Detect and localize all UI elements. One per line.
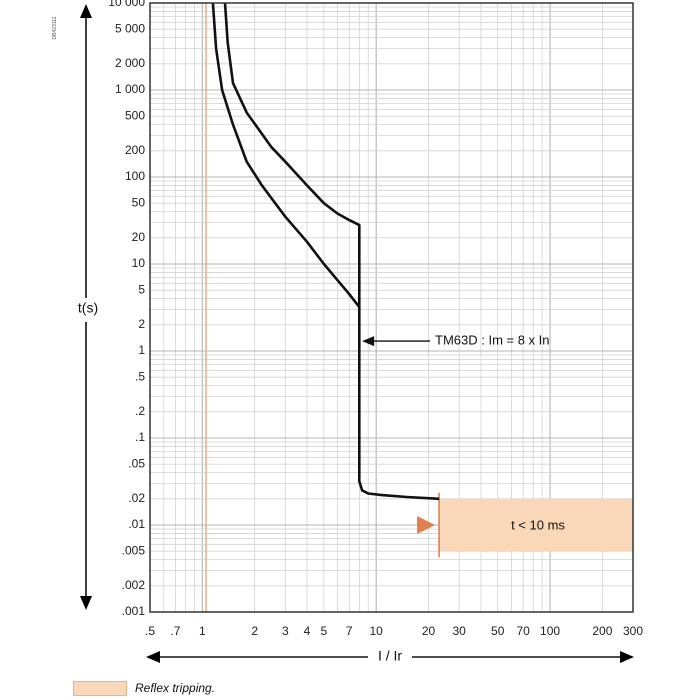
y-tick-label: 5 000 [115,21,145,35]
y-tick-label: .005 [122,543,146,557]
legend: Reflex tripping. [73,680,215,696]
reflex-zone-label: t < 10 ms [511,517,565,532]
y-tick-label: 5 [138,282,145,296]
y-tick-label: .02 [128,491,145,505]
y-tick-label: 500 [125,108,145,122]
reflex-zone-rect [439,498,633,552]
y-tick-label: 2 000 [115,56,145,70]
x-tick-label: 4 [304,624,311,638]
y-axis-arrowhead-up [80,4,92,18]
annotation-arrowhead [362,336,375,347]
y-tick-label: .5 [135,369,145,383]
x-tick-label: 7 [346,624,353,638]
y-tick-label: .001 [122,604,146,618]
x-tick-label: 100 [540,624,560,638]
x-tick-label: 30 [452,624,466,638]
document-id: DB423111 [52,16,58,39]
y-tick-label: 10 000 [108,0,145,9]
x-tick-label: 300 [623,624,643,638]
legend-label-reflex: Reflex tripping. [135,681,216,695]
y-tick-label: 100 [125,169,145,183]
x-axis-arrowhead-right [620,651,634,663]
y-tick-labels: 10 000 5 000 2 000 1 000 500 200 100 50 20 10 5 2 1.… [108,0,145,618]
tm63d-annotation: TM63D : Im = 8 x In [435,332,550,347]
reflex-tripping-zone [417,492,633,558]
x-axis-label: I / Ir [378,648,402,664]
y-tick-label: 20 [132,230,146,244]
x-tick-label: 5 [321,624,328,638]
axis-arrows [80,4,634,663]
y-tick-label: 200 [125,143,145,157]
y-tick-label: .05 [128,456,145,470]
x-tick-label: 3 [282,624,289,638]
curve-lower-bound [211,2,361,308]
y-axis-arrowhead-down [80,596,92,610]
plot-border [149,2,634,613]
x-tick-labels: .5 .7 1 2 3 4 5 7 10 20 30 50 70 100 200 300 [145,624,643,638]
curve-upper-bound [223,2,440,501]
y-axis-label: t(s) [78,300,98,316]
x-tick-label: 200 [592,624,612,638]
y-tick-label: 10 [132,256,146,270]
y-tick-label: 1 000 [115,82,145,96]
y-tick-label: 2 [138,317,145,331]
x-tick-label: 70 [516,624,530,638]
y-tick-label: .01 [128,517,145,531]
x-tick-label: 50 [491,624,505,638]
annotations [362,336,430,347]
x-tick-label: 10 [370,624,384,638]
y-tick-label: .1 [135,430,145,444]
x-tick-label: 20 [422,624,436,638]
y-tick-label: 1 [138,343,145,357]
x-tick-label: 1 [199,624,206,638]
y-tick-label: .2 [135,404,145,418]
y-tick-label: 50 [132,195,146,209]
reflex-zone-arrow [417,516,436,534]
y-tick-label: .002 [122,578,146,592]
plot-frame [149,2,634,613]
x-tick-label: .7 [170,624,180,638]
series-group [211,2,440,501]
x-axis-arrowhead-left [146,651,160,663]
legend-swatch-reflex [73,680,127,696]
x-tick-label: .5 [145,624,155,638]
x-tick-label: 2 [251,624,258,638]
